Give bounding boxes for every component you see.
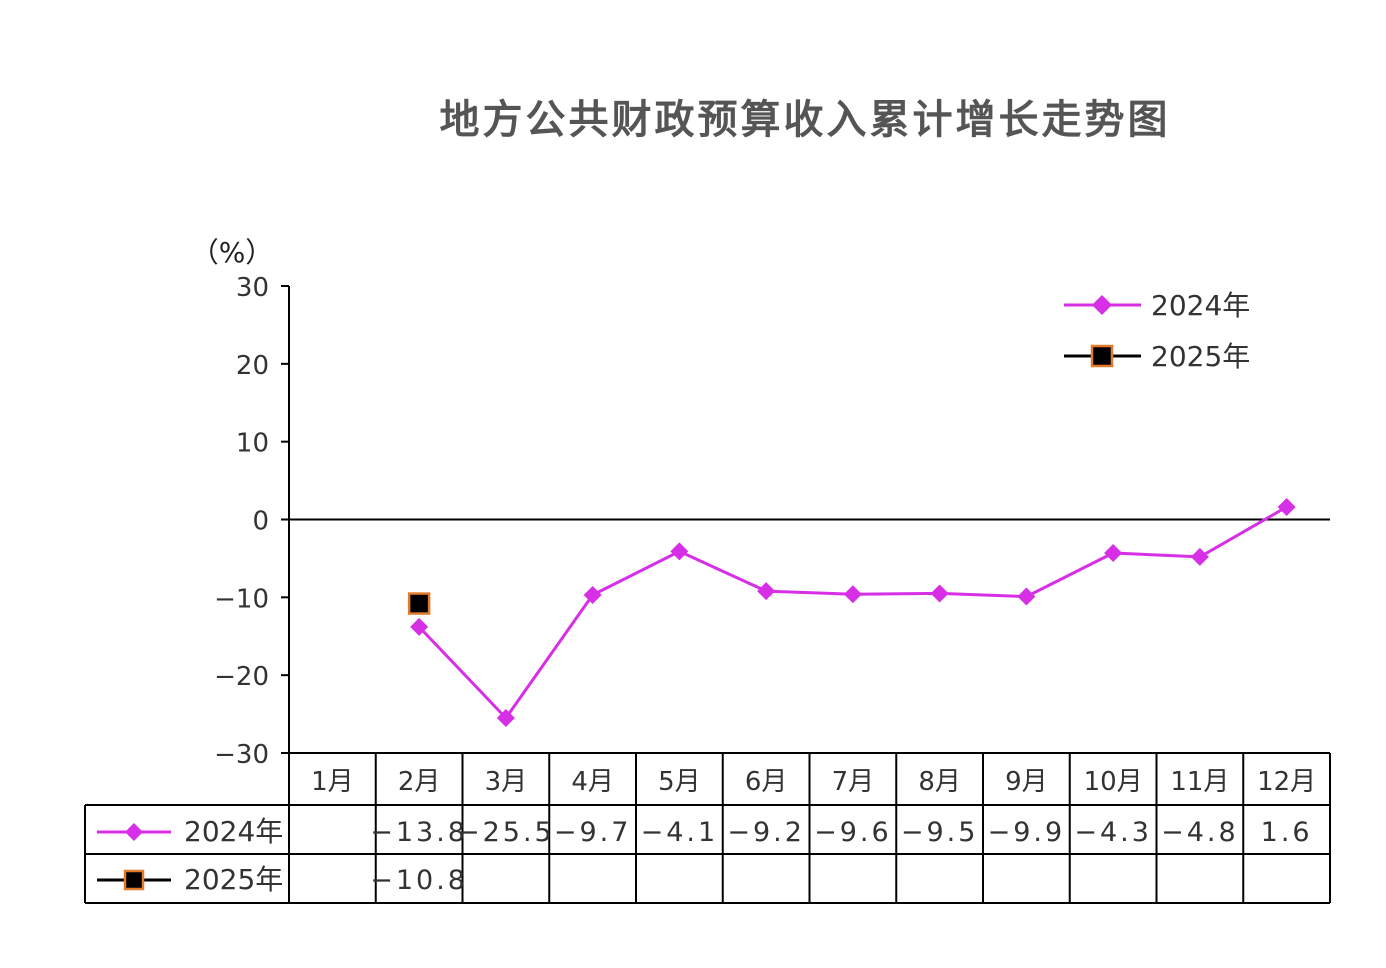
table-cell-value: −9.2 (727, 817, 805, 848)
y-tick-label: 10 (236, 429, 269, 459)
x-tick-label: 4月 (571, 767, 614, 797)
legend-marker (1090, 344, 1114, 368)
y-tick-label: 0 (252, 507, 269, 537)
x-tick-label: 10月 (1084, 767, 1143, 797)
x-tick-label: 5月 (658, 767, 701, 797)
data-table: 1月 2月 3月 4月 5月 6月 7月 8月 9月 10月 11月 12月 2024年 −13.8−25… (84, 752, 1331, 904)
y-axis-unit-label: （%） (191, 236, 274, 269)
table-series-name: 2024年 (184, 815, 283, 848)
table-cell-value: −13.8 (370, 817, 468, 848)
y-tick-label: −10 (214, 584, 269, 614)
table-legend-marker (123, 869, 145, 891)
x-tick-label: 6月 (745, 767, 788, 797)
series-line-1 (418, 505, 1288, 720)
data-point-1 (410, 617, 429, 636)
data-point-1 (930, 584, 949, 603)
legend-label: 2024年 (1151, 289, 1250, 322)
table-legend-marker (125, 823, 143, 841)
y-tick-label: 30 (236, 273, 269, 303)
data-point-1 (583, 585, 602, 604)
x-tick-label: 1月 (311, 767, 354, 797)
x-tick-label: 2月 (398, 767, 441, 797)
legend-marker (1092, 295, 1112, 315)
data-point-1 (1277, 498, 1296, 517)
legend-label: 2025年 (1151, 340, 1250, 373)
table-cell-value: −4.8 (1161, 817, 1239, 848)
x-tick-label: 8月 (918, 767, 961, 797)
table-cell-value: −4.3 (1074, 817, 1152, 848)
data-point-1 (757, 582, 776, 601)
data-point-1 (1104, 543, 1123, 562)
y-tick-label: −30 (214, 740, 269, 770)
data-point-2 (407, 592, 431, 615)
table-cell-value: 1.6 (1261, 817, 1313, 848)
y-tick-label: −20 (214, 662, 269, 692)
x-tick-label: 3月 (485, 767, 528, 797)
data-point-1 (496, 708, 515, 727)
table-cell-value: −4.1 (641, 817, 719, 848)
table-cell-value: −9.5 (901, 817, 979, 848)
data-point-1 (1190, 547, 1209, 566)
x-tick-label: 9月 (1005, 767, 1048, 797)
table-cell-value: −9.6 (814, 817, 892, 848)
data-point-1 (670, 542, 689, 561)
x-tick-label: 11月 (1170, 767, 1229, 797)
y-tick-label: 20 (236, 351, 269, 381)
table-cell-value: −10.8 (370, 865, 468, 896)
table-cell-value: −9.9 (988, 817, 1066, 848)
data-point-1 (843, 585, 862, 604)
data-point-1 (1017, 587, 1036, 606)
table-cell-value: −25.5 (457, 817, 555, 848)
x-tick-label: 12月 (1257, 767, 1316, 797)
x-tick-label: 7月 (832, 767, 875, 797)
table-cell-value: −9.7 (554, 817, 632, 848)
chart-title: 地方公共财政预算收入累计增长走势图 (440, 97, 1171, 143)
table-series-name: 2025年 (184, 863, 283, 896)
